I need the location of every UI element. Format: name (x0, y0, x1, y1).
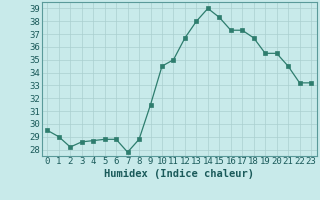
X-axis label: Humidex (Indice chaleur): Humidex (Indice chaleur) (104, 169, 254, 179)
